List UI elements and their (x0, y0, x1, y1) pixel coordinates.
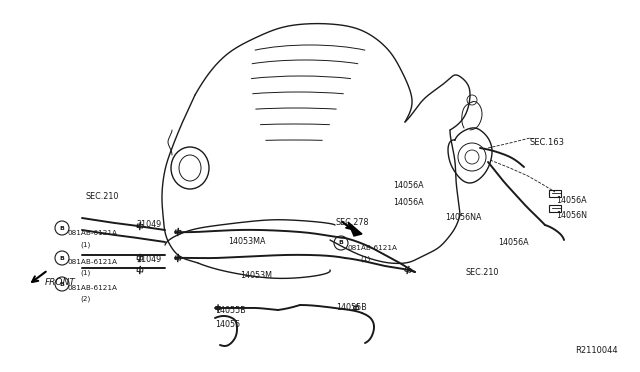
Text: 081AB-6121A: 081AB-6121A (348, 245, 398, 251)
Text: 081AB-6121A: 081AB-6121A (68, 259, 118, 265)
Text: 14053MA: 14053MA (228, 237, 266, 246)
Bar (405, 267, 411, 272)
Text: (1): (1) (80, 241, 90, 247)
Text: 14056NA: 14056NA (445, 213, 481, 222)
Text: 081AB-6121A: 081AB-6121A (68, 230, 118, 236)
Text: 14053M: 14053M (240, 271, 272, 280)
Bar (353, 307, 358, 310)
Text: B: B (60, 225, 65, 231)
Text: 14056A: 14056A (556, 196, 587, 205)
Polygon shape (348, 222, 362, 236)
Text: 14055B: 14055B (215, 306, 246, 315)
Text: 21049: 21049 (136, 220, 161, 229)
Bar (549, 205, 561, 212)
Bar (137, 224, 143, 228)
Text: SEC.210: SEC.210 (85, 192, 118, 201)
Text: (1): (1) (360, 256, 371, 263)
Text: SEC.278: SEC.278 (336, 218, 369, 227)
Bar (175, 256, 181, 260)
Text: FRONT: FRONT (45, 278, 76, 287)
Bar (137, 256, 143, 260)
Text: 14056A: 14056A (498, 238, 529, 247)
Text: B: B (60, 282, 65, 286)
Text: 21049: 21049 (136, 255, 161, 264)
Text: B: B (339, 241, 344, 246)
Bar (216, 307, 220, 310)
Bar (137, 268, 143, 272)
Text: R2110044: R2110044 (575, 346, 618, 355)
Bar (175, 230, 181, 234)
Text: (1): (1) (80, 270, 90, 276)
Text: SEC.163: SEC.163 (530, 138, 565, 147)
Text: 14056A: 14056A (393, 198, 424, 207)
Text: (2): (2) (80, 296, 90, 302)
Text: SEC.210: SEC.210 (465, 268, 499, 277)
Bar (549, 190, 561, 197)
Text: 081AB-6121A: 081AB-6121A (68, 285, 118, 291)
Text: 14055: 14055 (215, 320, 240, 329)
Text: 14055B: 14055B (336, 303, 367, 312)
Text: B: B (60, 256, 65, 260)
Text: 14056A: 14056A (393, 181, 424, 190)
Text: 14056N: 14056N (556, 211, 587, 220)
